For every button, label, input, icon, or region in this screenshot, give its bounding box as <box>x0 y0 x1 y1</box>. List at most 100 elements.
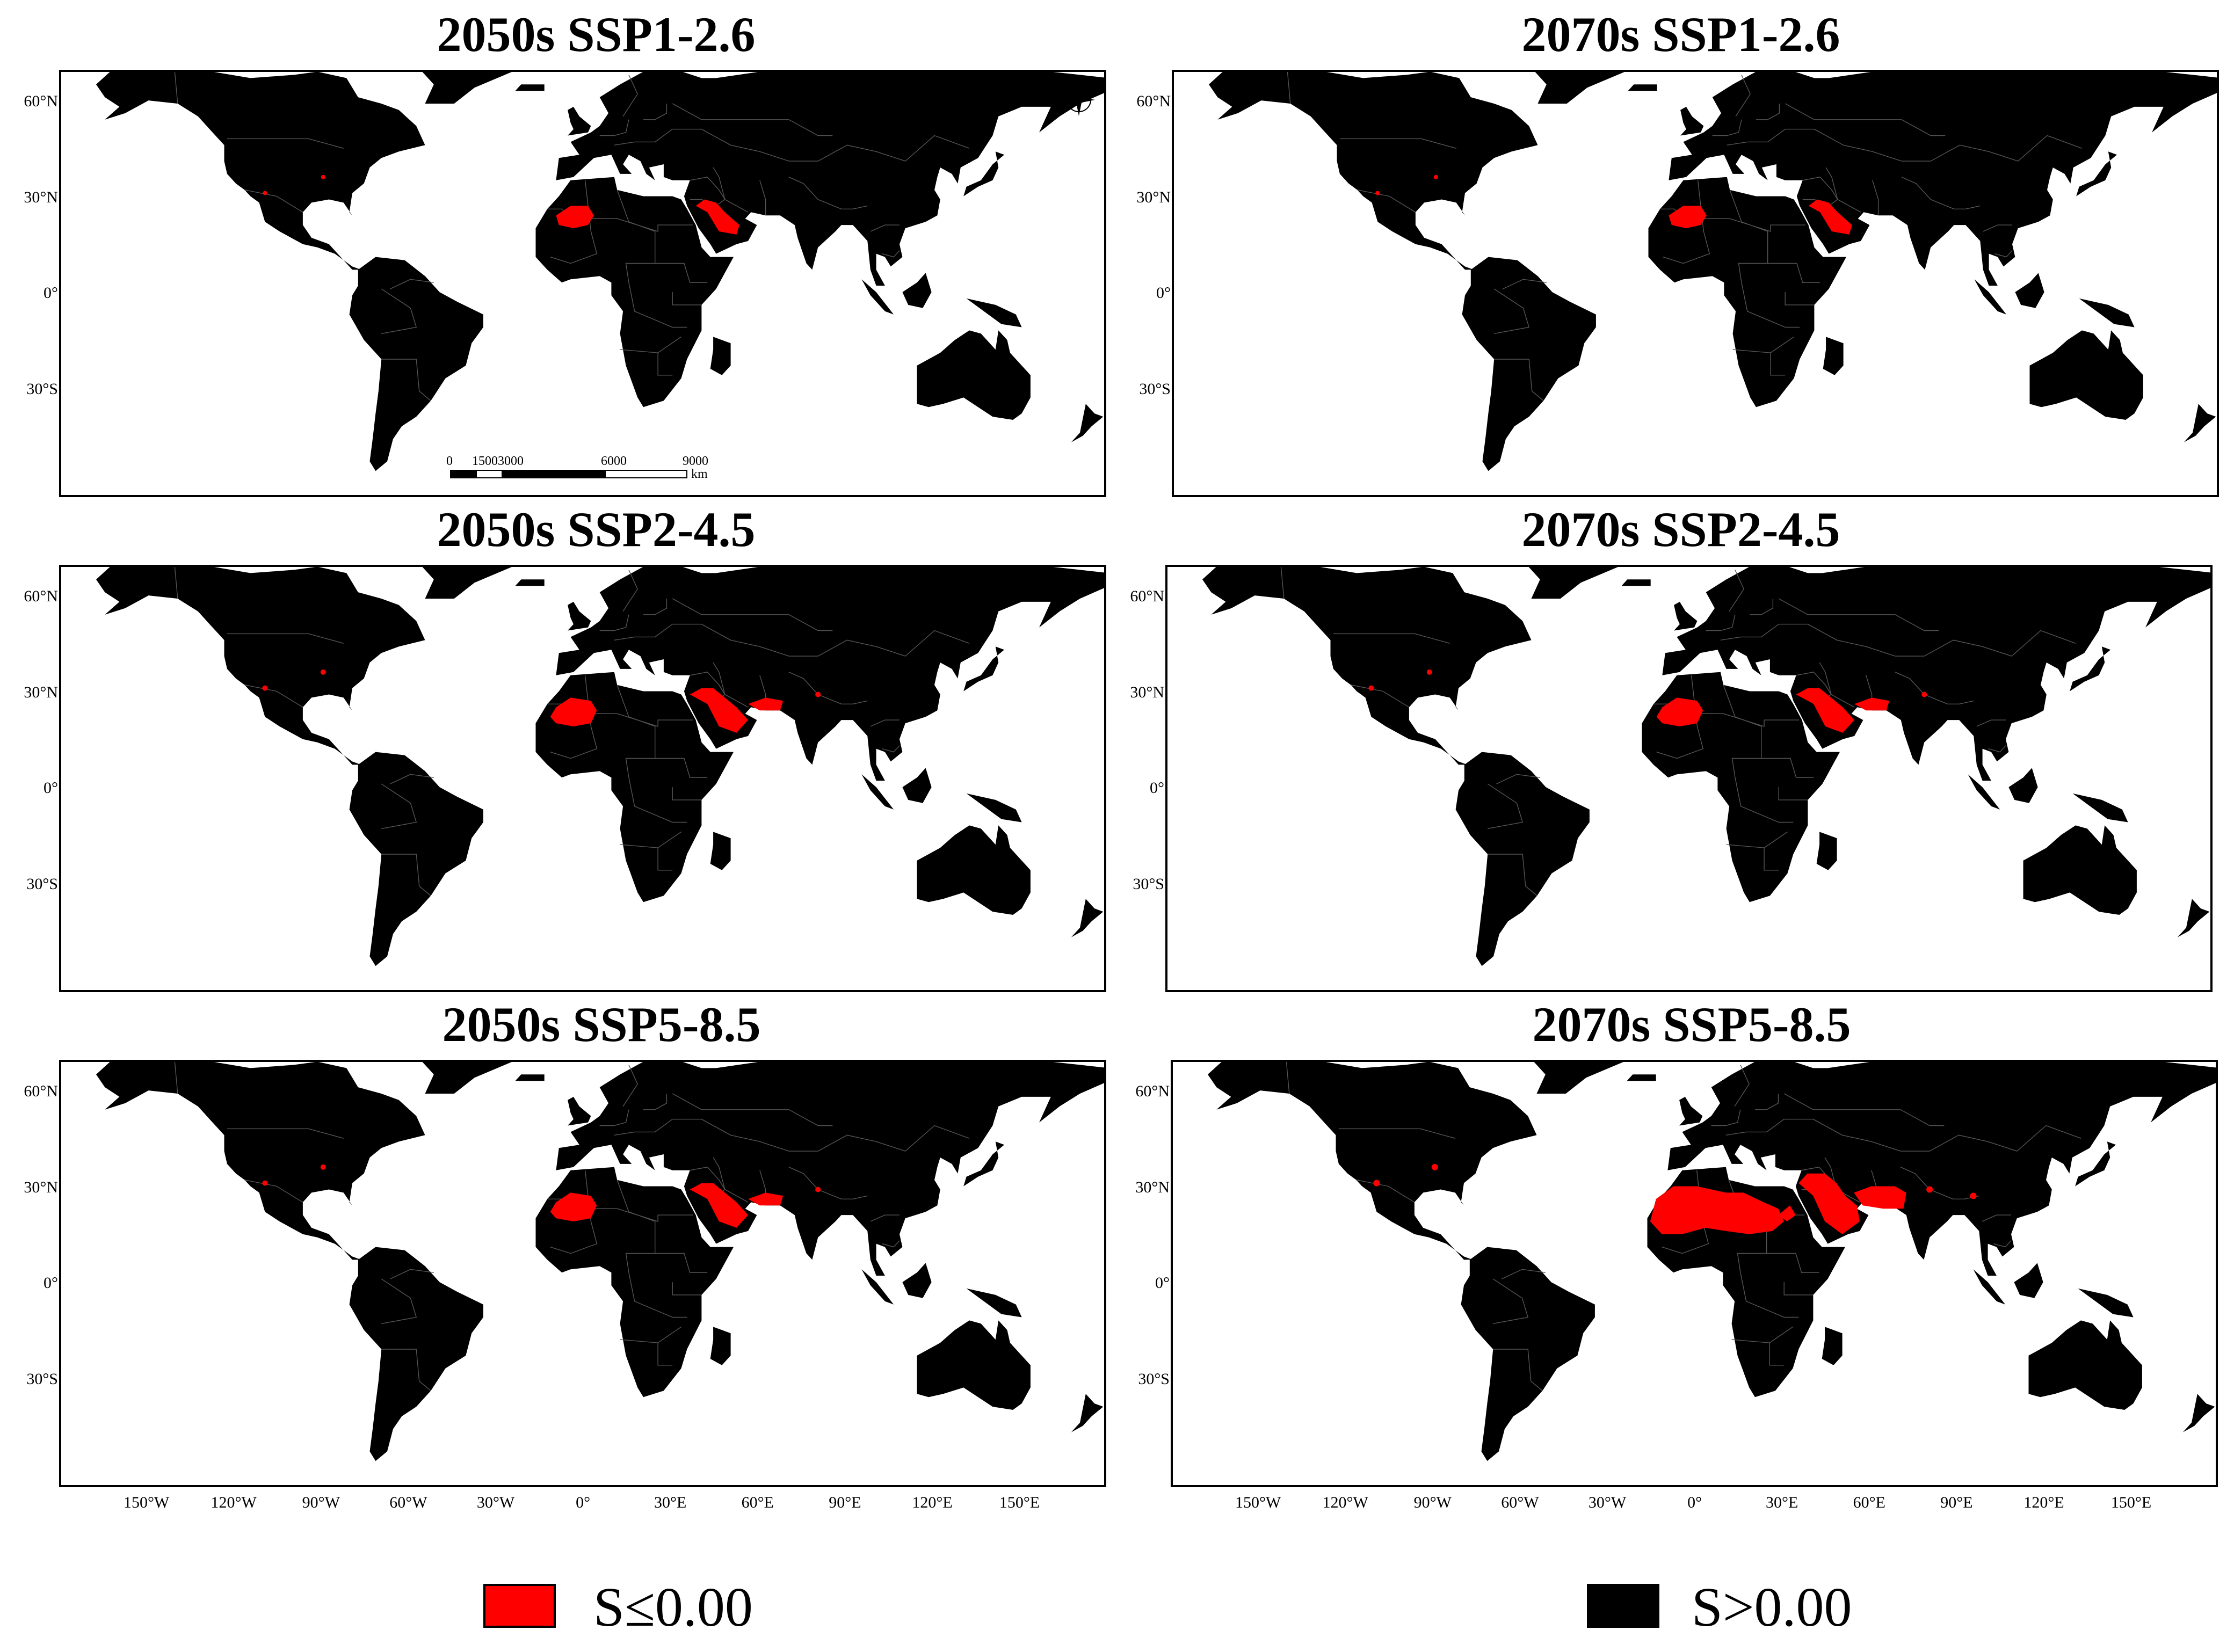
country-border <box>1503 279 1547 289</box>
land-madagascar <box>1822 1327 1843 1365</box>
country-border <box>1725 1118 2081 1152</box>
country-border <box>1706 614 1736 631</box>
country-border <box>1720 623 2076 657</box>
land-borneo <box>902 1263 932 1298</box>
scale-bar-segment <box>476 470 503 478</box>
country-border <box>1338 1128 1455 1139</box>
country-border <box>1756 104 1780 120</box>
country-border <box>1741 282 1800 328</box>
land-borneo <box>2008 768 2038 803</box>
lat-tick-label: 0° <box>43 1274 58 1292</box>
country-border <box>1778 787 1808 800</box>
country-border <box>381 1278 417 1324</box>
lon-tick-label: 120°E <box>2023 1494 2064 1511</box>
country-border <box>1993 1240 2012 1248</box>
lon-tick-label: 60°E <box>1853 1494 1885 1511</box>
lat-tick-label: 0° <box>1155 1274 1170 1292</box>
land-australia <box>917 1320 1031 1410</box>
map-svg-p4 <box>1202 567 2210 966</box>
legend-label-unsuitable: S≤0.00 <box>593 1576 753 1638</box>
map-svg-p3 <box>96 567 1104 966</box>
country-border <box>1785 103 1946 136</box>
land-madagascar <box>710 1327 731 1365</box>
land-japan <box>963 151 1005 197</box>
country-border <box>622 570 638 612</box>
country-border <box>1357 190 1416 213</box>
land-eurasia <box>556 72 1104 286</box>
map-panel-p4 <box>1165 565 2213 992</box>
unsuitable-spot <box>815 1187 821 1192</box>
north-arrow-compass-icon <box>1063 84 1095 116</box>
lat-tick-label: 60°N <box>1130 587 1164 605</box>
country-border <box>1770 336 1794 353</box>
country-border <box>1778 598 1939 631</box>
land-madagascar <box>1816 832 1837 870</box>
land-borneo <box>2015 273 2044 308</box>
country-border <box>1287 72 1291 104</box>
lat-tick-label: 0° <box>43 779 58 797</box>
legend-label-suitable: S>0.00 <box>1692 1576 1852 1638</box>
country-border <box>616 190 656 283</box>
map-panel-p5 <box>59 1060 1106 1487</box>
unsuitable-spot <box>262 1180 268 1186</box>
lon-tick-label: 90°W <box>302 1494 340 1511</box>
country-border <box>870 719 900 727</box>
unsuitable-area-sahara1 <box>1669 206 1707 229</box>
lat-tick-label: 0° <box>1150 779 1164 797</box>
country-border <box>657 336 681 353</box>
country-border <box>1493 288 1530 334</box>
land-uk <box>568 106 591 136</box>
unsuitable-spot <box>1375 191 1380 195</box>
land-newGuinea <box>966 1288 1022 1318</box>
country-border <box>643 1094 668 1110</box>
country-border <box>616 1180 656 1273</box>
lat-tick-label: 30°N <box>1130 683 1164 701</box>
lon-tick-label: 30°E <box>654 1494 687 1511</box>
country-border <box>1333 633 1450 644</box>
land-southAmerica <box>1461 1247 1595 1461</box>
land-nz <box>1071 899 1104 937</box>
land-uk <box>568 1096 591 1126</box>
land-nz <box>2184 404 2216 442</box>
land-northAmerica <box>1209 72 1538 270</box>
country-border <box>870 224 900 232</box>
land-japan <box>2076 151 2117 197</box>
country-border <box>1740 1272 1799 1318</box>
country-border <box>1723 685 1762 778</box>
panel-title-p3: 2050s SSP2-4.5 <box>437 502 756 557</box>
map-svg-p2 <box>1209 72 2217 471</box>
land-southAmerica <box>349 1247 483 1461</box>
land-northAmerica <box>1202 567 1532 765</box>
scale-bar-label: 9000 <box>683 454 708 468</box>
country-border <box>1901 177 1981 209</box>
country-border <box>1487 783 1524 829</box>
land-iceland <box>515 1074 545 1081</box>
country-border <box>882 745 900 753</box>
land-japan <box>963 646 1005 692</box>
country-border <box>1900 1167 1979 1199</box>
unsuitable-area-iran2 <box>1854 697 1890 711</box>
map-svg-p6 <box>1208 1062 2216 1461</box>
country-border <box>1769 1326 1793 1343</box>
unsuitable-area-arabia1 <box>695 199 739 235</box>
land-newGuinea <box>2079 298 2135 328</box>
country-border <box>616 685 656 778</box>
lon-tick-label: 150°E <box>999 1494 1040 1511</box>
land-northAmerica <box>96 72 425 270</box>
country-border <box>599 119 629 136</box>
unsuitable-area-arabia2 <box>1796 688 1855 733</box>
unsuitable-spot <box>262 685 268 691</box>
country-border <box>244 1180 303 1203</box>
unsuitable-spot <box>1921 692 1927 697</box>
scale-bar-label: 1500 <box>472 454 498 468</box>
land-sumatra <box>861 1269 894 1305</box>
country-border <box>1727 128 2083 162</box>
land-eurasia <box>556 1062 1104 1276</box>
country-border <box>1492 1278 1529 1324</box>
country-border <box>1735 777 1794 823</box>
unsuitable-area-sahara3 <box>1650 1186 1785 1234</box>
land-sumatra <box>861 774 894 810</box>
land-greenland <box>422 72 512 104</box>
land-newGuinea <box>966 298 1022 328</box>
